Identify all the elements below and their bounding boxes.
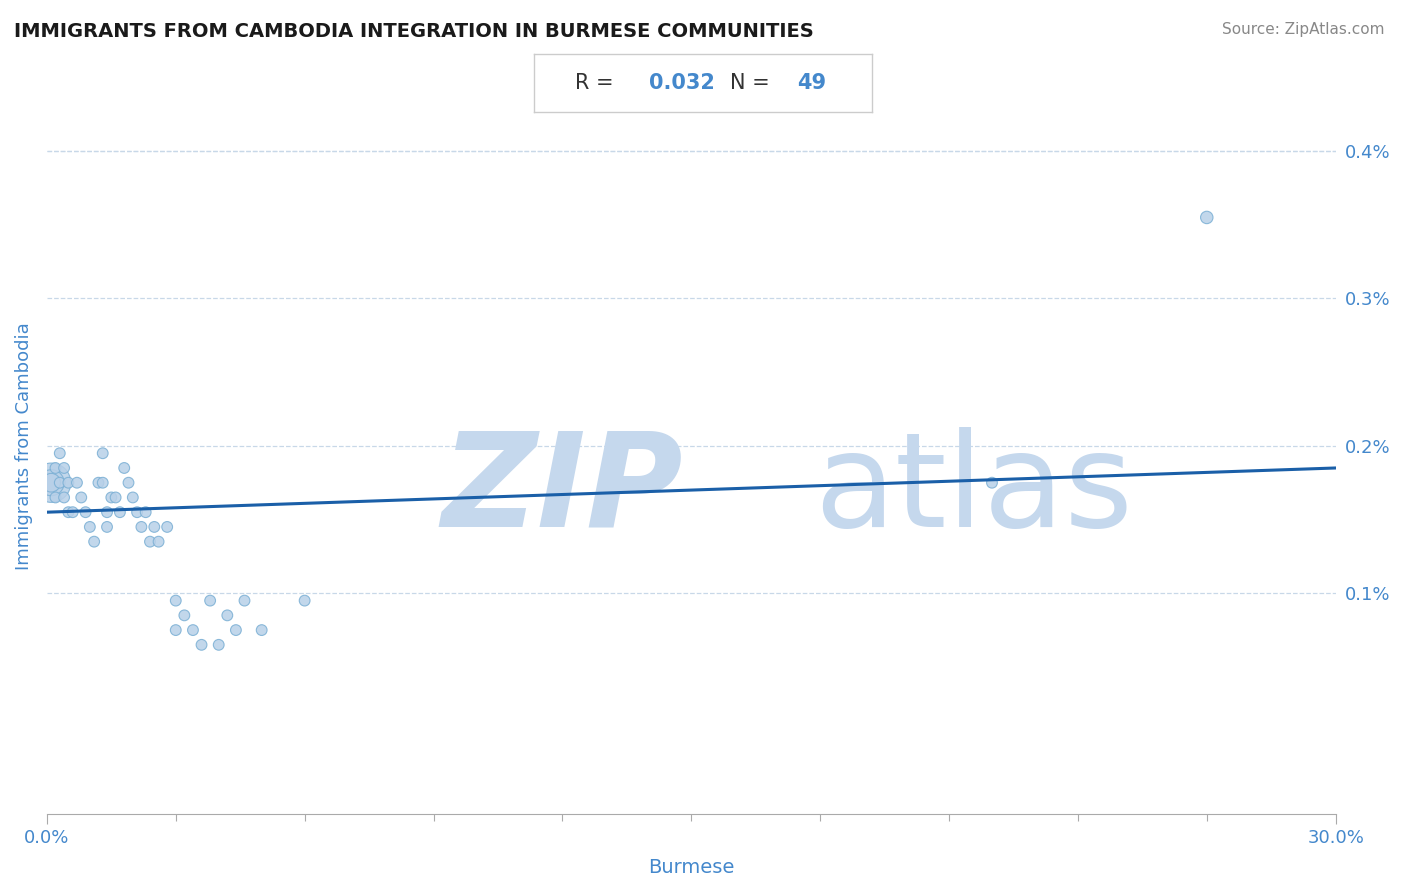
- Point: [131, 520, 153, 534]
- Point: [39, 475, 62, 490]
- Text: IMMIGRANTS FROM CAMBODIA INTEGRATION IN BURMESE COMMUNITIES: IMMIGRANTS FROM CAMBODIA INTEGRATION IN …: [14, 22, 814, 41]
- Point: [83, 534, 105, 549]
- Point: [1195, 211, 1218, 225]
- Point: [225, 623, 247, 637]
- Point: [208, 638, 231, 652]
- Point: [981, 475, 1004, 490]
- Point: [53, 461, 76, 475]
- Y-axis label: Immigrants from Cambodia: Immigrants from Cambodia: [15, 322, 32, 570]
- Text: Source: ZipAtlas.com: Source: ZipAtlas.com: [1222, 22, 1385, 37]
- Text: ZIP: ZIP: [441, 426, 683, 554]
- Point: [39, 475, 62, 490]
- Point: [250, 623, 273, 637]
- Point: [143, 520, 166, 534]
- Point: [156, 520, 179, 534]
- Point: [139, 534, 162, 549]
- Point: [135, 505, 157, 519]
- Text: 0.032: 0.032: [650, 72, 714, 93]
- Point: [49, 446, 72, 460]
- Point: [165, 623, 187, 637]
- Point: [39, 475, 62, 490]
- Point: [96, 505, 118, 519]
- X-axis label: Burmese: Burmese: [648, 858, 734, 877]
- Point: [44, 461, 66, 475]
- Point: [190, 638, 212, 652]
- Point: [148, 534, 170, 549]
- Point: [58, 475, 80, 490]
- Text: R =: R =: [575, 72, 613, 93]
- Point: [96, 520, 118, 534]
- Point: [165, 593, 187, 607]
- Point: [127, 505, 149, 519]
- Point: [108, 505, 131, 519]
- Point: [49, 475, 72, 490]
- Point: [198, 593, 221, 607]
- Point: [294, 593, 316, 607]
- Point: [104, 491, 127, 505]
- Point: [173, 608, 195, 623]
- Point: [91, 475, 114, 490]
- Point: [87, 475, 110, 490]
- Point: [66, 475, 89, 490]
- Point: [75, 505, 97, 519]
- Point: [62, 505, 84, 519]
- Text: N =: N =: [730, 72, 769, 93]
- Point: [58, 505, 80, 519]
- Point: [53, 491, 76, 505]
- Point: [181, 623, 204, 637]
- Point: [117, 475, 139, 490]
- Point: [217, 608, 239, 623]
- Point: [44, 491, 66, 505]
- Text: atlas: atlas: [814, 426, 1133, 554]
- Text: 49: 49: [797, 72, 827, 93]
- Point: [233, 593, 256, 607]
- Point: [79, 520, 101, 534]
- Point: [70, 491, 93, 505]
- Point: [100, 491, 122, 505]
- Point: [112, 461, 135, 475]
- Point: [91, 446, 114, 460]
- Point: [121, 491, 143, 505]
